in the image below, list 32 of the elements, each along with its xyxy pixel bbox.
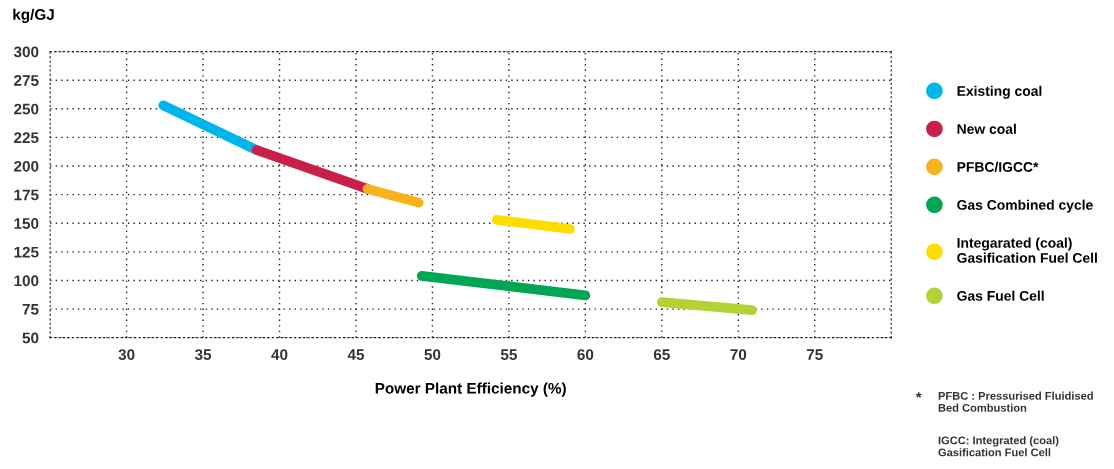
x-tick-label: 30 bbox=[118, 349, 135, 361]
x-tick-label: 70 bbox=[730, 349, 747, 361]
x-tick-label: 40 bbox=[271, 349, 288, 361]
y-tick-label: 150 bbox=[14, 218, 39, 229]
legend-label: Gas Fuel Cell bbox=[957, 290, 1044, 301]
y-tick-label: 100 bbox=[14, 275, 39, 287]
legend-label: PFBC/IGCC* bbox=[957, 161, 1039, 173]
y-tick-label: 75 bbox=[22, 304, 39, 315]
x-tick-label: 45 bbox=[347, 349, 365, 361]
x-tick-label: 60 bbox=[577, 349, 594, 361]
x-tick-label: 65 bbox=[653, 349, 670, 361]
y-tick-label: 225 bbox=[14, 132, 39, 144]
legend-label: Gas Combined cycle bbox=[957, 199, 1093, 213]
x-tick-label: 55 bbox=[500, 349, 517, 361]
x-axis-title: Power Plant Efficiency (%) bbox=[375, 382, 566, 397]
x-tick-label: 35 bbox=[194, 349, 212, 361]
y-tick-label: 50 bbox=[22, 332, 39, 344]
y-tick-label: 125 bbox=[14, 246, 39, 258]
legend-label: Integarated (coal) Gasification Fuel Cell bbox=[957, 237, 1097, 263]
text: * bbox=[915, 392, 922, 398]
y-tick-label: 250 bbox=[14, 103, 39, 115]
text: PFBC : Pressurised Fluidised Bed Combustion bbox=[938, 391, 1093, 412]
x-tick-label: 75 bbox=[806, 349, 823, 361]
y-axis-title: kg/GJ bbox=[13, 8, 54, 23]
y-tick-label: 275 bbox=[14, 75, 39, 86]
text: IGCC: Integrated (coal) Gasification Fuel Cell bbox=[938, 436, 1059, 457]
y-tick-label: 300 bbox=[13, 46, 39, 58]
y-tick-label: 175 bbox=[14, 189, 39, 201]
y-tick-label: 200 bbox=[14, 160, 39, 172]
x-tick-label: 50 bbox=[424, 349, 441, 361]
legend-label: Existing coal bbox=[957, 85, 1042, 99]
legend-label: New coal bbox=[957, 123, 1016, 134]
